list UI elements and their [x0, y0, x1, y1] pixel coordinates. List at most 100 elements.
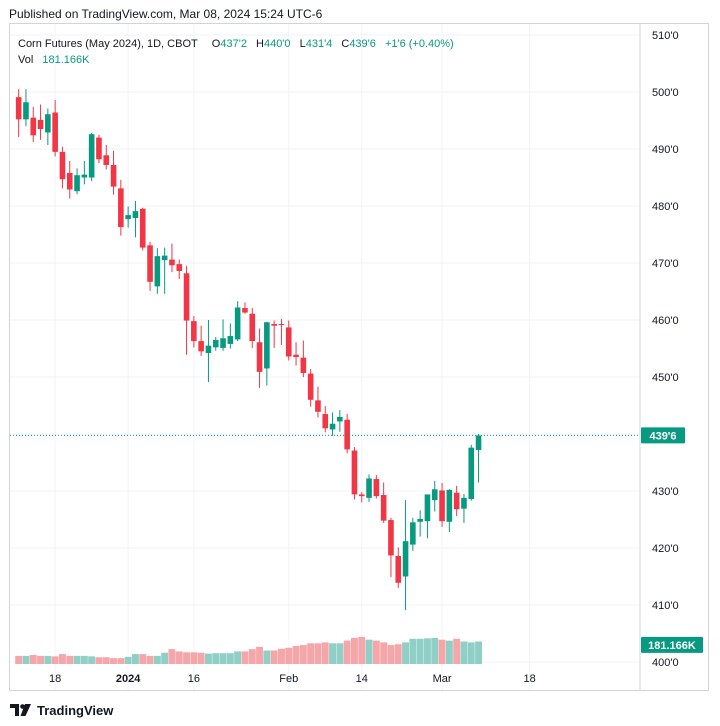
- candle: [242, 302, 248, 314]
- candle-body: [37, 119, 44, 130]
- candle-body: [118, 188, 124, 228]
- price-tick-label: 480'0: [652, 201, 679, 213]
- candle: [468, 444, 475, 501]
- candle: [23, 89, 29, 127]
- legend-ohlc-row: Corn Futures (May 2024), 1D, CBOT O437'2…: [18, 36, 454, 52]
- candle-body: [227, 335, 234, 344]
- legend-low-label: L: [299, 38, 306, 50]
- volume-bar: [285, 647, 293, 664]
- candle-body: [402, 541, 409, 577]
- chart-frame[interactable]: 510'0 500'0 490'0 480'0 470'0 460'0 450'0 440'0…: [9, 23, 709, 691]
- legend-open-label: O: [211, 38, 221, 50]
- legend-low-value: 431'4: [305, 38, 333, 50]
- volume-bar: [205, 653, 212, 664]
- candle-body: [271, 323, 277, 326]
- candle-body: [234, 307, 241, 340]
- tradingview-logo-icon[interactable]: [10, 704, 32, 716]
- volume-bar: [278, 648, 285, 664]
- candle: [154, 248, 161, 294]
- candle: [118, 179, 124, 236]
- candle-body: [337, 416, 343, 422]
- candles: [15, 89, 482, 611]
- volume-bar: [424, 638, 431, 664]
- candle: [424, 494, 431, 539]
- volume-bar: [15, 655, 23, 664]
- candle-body: [315, 400, 321, 412]
- candle-body: [198, 341, 204, 352]
- volume-bar: [153, 655, 161, 664]
- candle-body: [23, 102, 29, 120]
- candle-body: [169, 259, 175, 266]
- candle: [380, 482, 387, 523]
- candle: [81, 160, 88, 185]
- candle: [125, 206, 131, 228]
- legend-symbol[interactable]: Corn Futures (May 2024), 1D, CBOT: [18, 38, 198, 50]
- price-tick-label: 460'0: [652, 315, 679, 327]
- volume-bar: [409, 638, 417, 664]
- volume-bar: [475, 641, 482, 664]
- legend-volume-label[interactable]: Vol: [18, 54, 34, 66]
- candle: [322, 406, 329, 433]
- legend-high-value: 440'0: [263, 38, 291, 50]
- candle: [264, 321, 270, 386]
- time-axis: 18 2024 16 Feb 14 Mar 18: [49, 673, 536, 685]
- legend-close-value: 439'6: [349, 38, 376, 50]
- time-tick-label: 18: [49, 673, 61, 685]
- time-tick-label: 16: [188, 673, 200, 685]
- price-tick-label: 450'0: [652, 372, 679, 384]
- volume-bar: [299, 645, 307, 664]
- candle: [191, 316, 197, 348]
- candle: [300, 340, 307, 377]
- candle: [249, 308, 256, 348]
- legend-close-label: C: [341, 38, 350, 50]
- volume-bar: [226, 653, 234, 664]
- volume-bar: [241, 651, 249, 664]
- legend-high-label: H: [256, 38, 264, 50]
- candle: [96, 134, 102, 164]
- candle: [293, 342, 299, 366]
- candle: [169, 243, 175, 273]
- candle-body: [45, 114, 51, 133]
- volume-bar: [124, 656, 132, 664]
- candle-body: [417, 518, 423, 522]
- volume-bar: [95, 657, 103, 664]
- volume-bar: [212, 653, 220, 664]
- candle: [88, 133, 95, 181]
- candle: [205, 320, 212, 383]
- candle: [183, 265, 190, 355]
- volume-bar: [161, 652, 169, 664]
- last-price-label: 439'6: [649, 430, 676, 442]
- candle: [388, 517, 394, 578]
- volume-bar: [445, 640, 453, 664]
- time-tick-label: Feb: [279, 673, 298, 685]
- candle-body: [329, 423, 336, 430]
- volume-bar: [380, 642, 388, 664]
- candle-body: [366, 478, 372, 498]
- chart-canvas[interactable]: 510'0 500'0 490'0 480'0 470'0 460'0 450'0 440'0…: [10, 24, 708, 690]
- candle-body: [154, 256, 161, 287]
- candle-body: [30, 117, 37, 136]
- volume-bar: [190, 652, 198, 664]
- footer-brand[interactable]: TradingView: [37, 702, 114, 718]
- candle-body: [344, 419, 350, 450]
- gridlines: [10, 24, 640, 690]
- candle-body: [453, 492, 460, 510]
- volume-bar: [66, 655, 74, 664]
- candle-body: [183, 273, 190, 321]
- volume-bar: [29, 655, 37, 664]
- volume-bar: [132, 654, 139, 664]
- volume-bar: [343, 640, 351, 664]
- volume-bar: [438, 639, 446, 664]
- candle-body: [59, 151, 66, 180]
- volume-bar: [117, 658, 125, 664]
- time-tick-label: 14: [356, 673, 368, 685]
- candle-body: [15, 97, 22, 120]
- candle-body: [293, 354, 299, 358]
- volume-bar: [102, 657, 110, 664]
- published-header: Published on TradingView.com, Mar 08, 20…: [9, 7, 323, 21]
- candle-body: [410, 522, 416, 545]
- candle: [103, 145, 110, 170]
- volume-bar: [146, 655, 154, 664]
- candle-body: [147, 245, 153, 282]
- volume-bar: [44, 655, 52, 664]
